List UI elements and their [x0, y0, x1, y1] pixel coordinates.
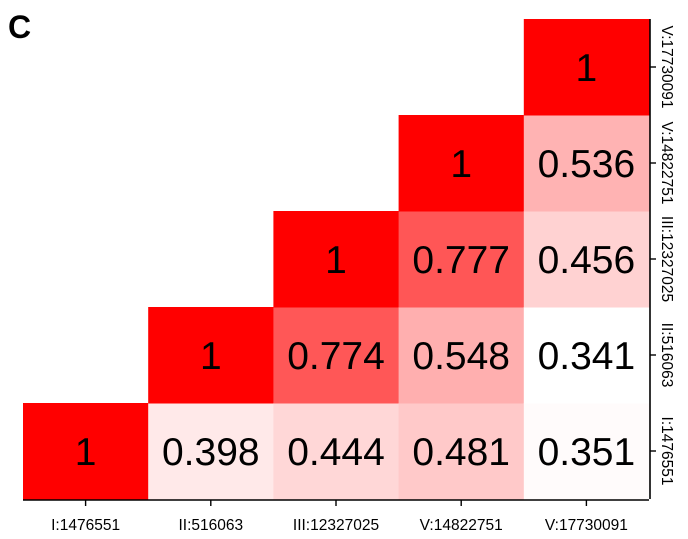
- heatmap-cells: [23, 19, 650, 500]
- cell-value-label: 1: [576, 47, 598, 90]
- x-tick-label: III:12327025: [293, 517, 379, 534]
- cell-value-label: 1: [450, 143, 472, 186]
- heatmap-cell: [523, 403, 650, 500]
- heatmap-cell: [398, 307, 525, 404]
- cell-value-label: 0.548: [412, 335, 510, 378]
- heatmap-cell: [523, 19, 650, 116]
- cell-value-label: 1: [325, 239, 347, 282]
- x-axis-ticks: I:1476551 II:516063 III:12327025 V:14822751…: [51, 500, 628, 534]
- heatmap-cell: [23, 403, 149, 500]
- heatmap-cell: [523, 307, 650, 404]
- y-tick-label: V:17730091: [658, 25, 675, 108]
- y-tick-label: II:516063: [658, 323, 675, 388]
- y-tick-label: III:12327025: [658, 216, 675, 302]
- heatmap-cell: [523, 211, 650, 308]
- cell-value-label: 0.398: [162, 431, 260, 474]
- y-tick-label: V:14822751: [658, 121, 675, 204]
- cell-value-label: 0.774: [287, 335, 385, 378]
- heatmap-cell: [148, 307, 274, 404]
- heatmap-cell: [148, 403, 274, 500]
- heatmap-cell: [398, 211, 525, 308]
- cell-value-label: 0.351: [538, 431, 636, 474]
- heatmap-cell-labels: 1 0.398 1 0.444 0.774 1 0.481 0.548 0.777 1 0.351 0…: [75, 47, 635, 474]
- heatmap-cell: [523, 115, 650, 212]
- panel-label: C: [8, 9, 31, 45]
- x-tick-label: II:516063: [178, 517, 243, 534]
- cell-value-label: 0.536: [538, 143, 636, 186]
- cell-value-label: 0.481: [412, 431, 510, 474]
- heatmap-cell: [398, 403, 525, 500]
- cell-value-label: 0.456: [538, 239, 636, 282]
- x-tick-label: V:14822751: [420, 517, 503, 534]
- cell-value-label: 1: [75, 431, 97, 474]
- cell-value-label: 0.341: [538, 335, 636, 378]
- y-axis-ticks: I:1476551 II:516063 III:12327025 V:14822751…: [650, 25, 675, 485]
- heatmap-cell: [273, 211, 400, 308]
- cell-value-label: 1: [200, 335, 222, 378]
- cell-value-label: 0.777: [412, 239, 510, 282]
- cell-value-label: 0.444: [287, 431, 385, 474]
- heatmap-cell: [273, 307, 400, 404]
- x-tick-label: V:17730091: [545, 517, 628, 534]
- heatmap-cell: [273, 403, 400, 500]
- x-tick-label: I:1476551: [51, 517, 120, 534]
- heatmap-cell: [398, 115, 525, 212]
- y-tick-label: I:1476551: [658, 417, 675, 486]
